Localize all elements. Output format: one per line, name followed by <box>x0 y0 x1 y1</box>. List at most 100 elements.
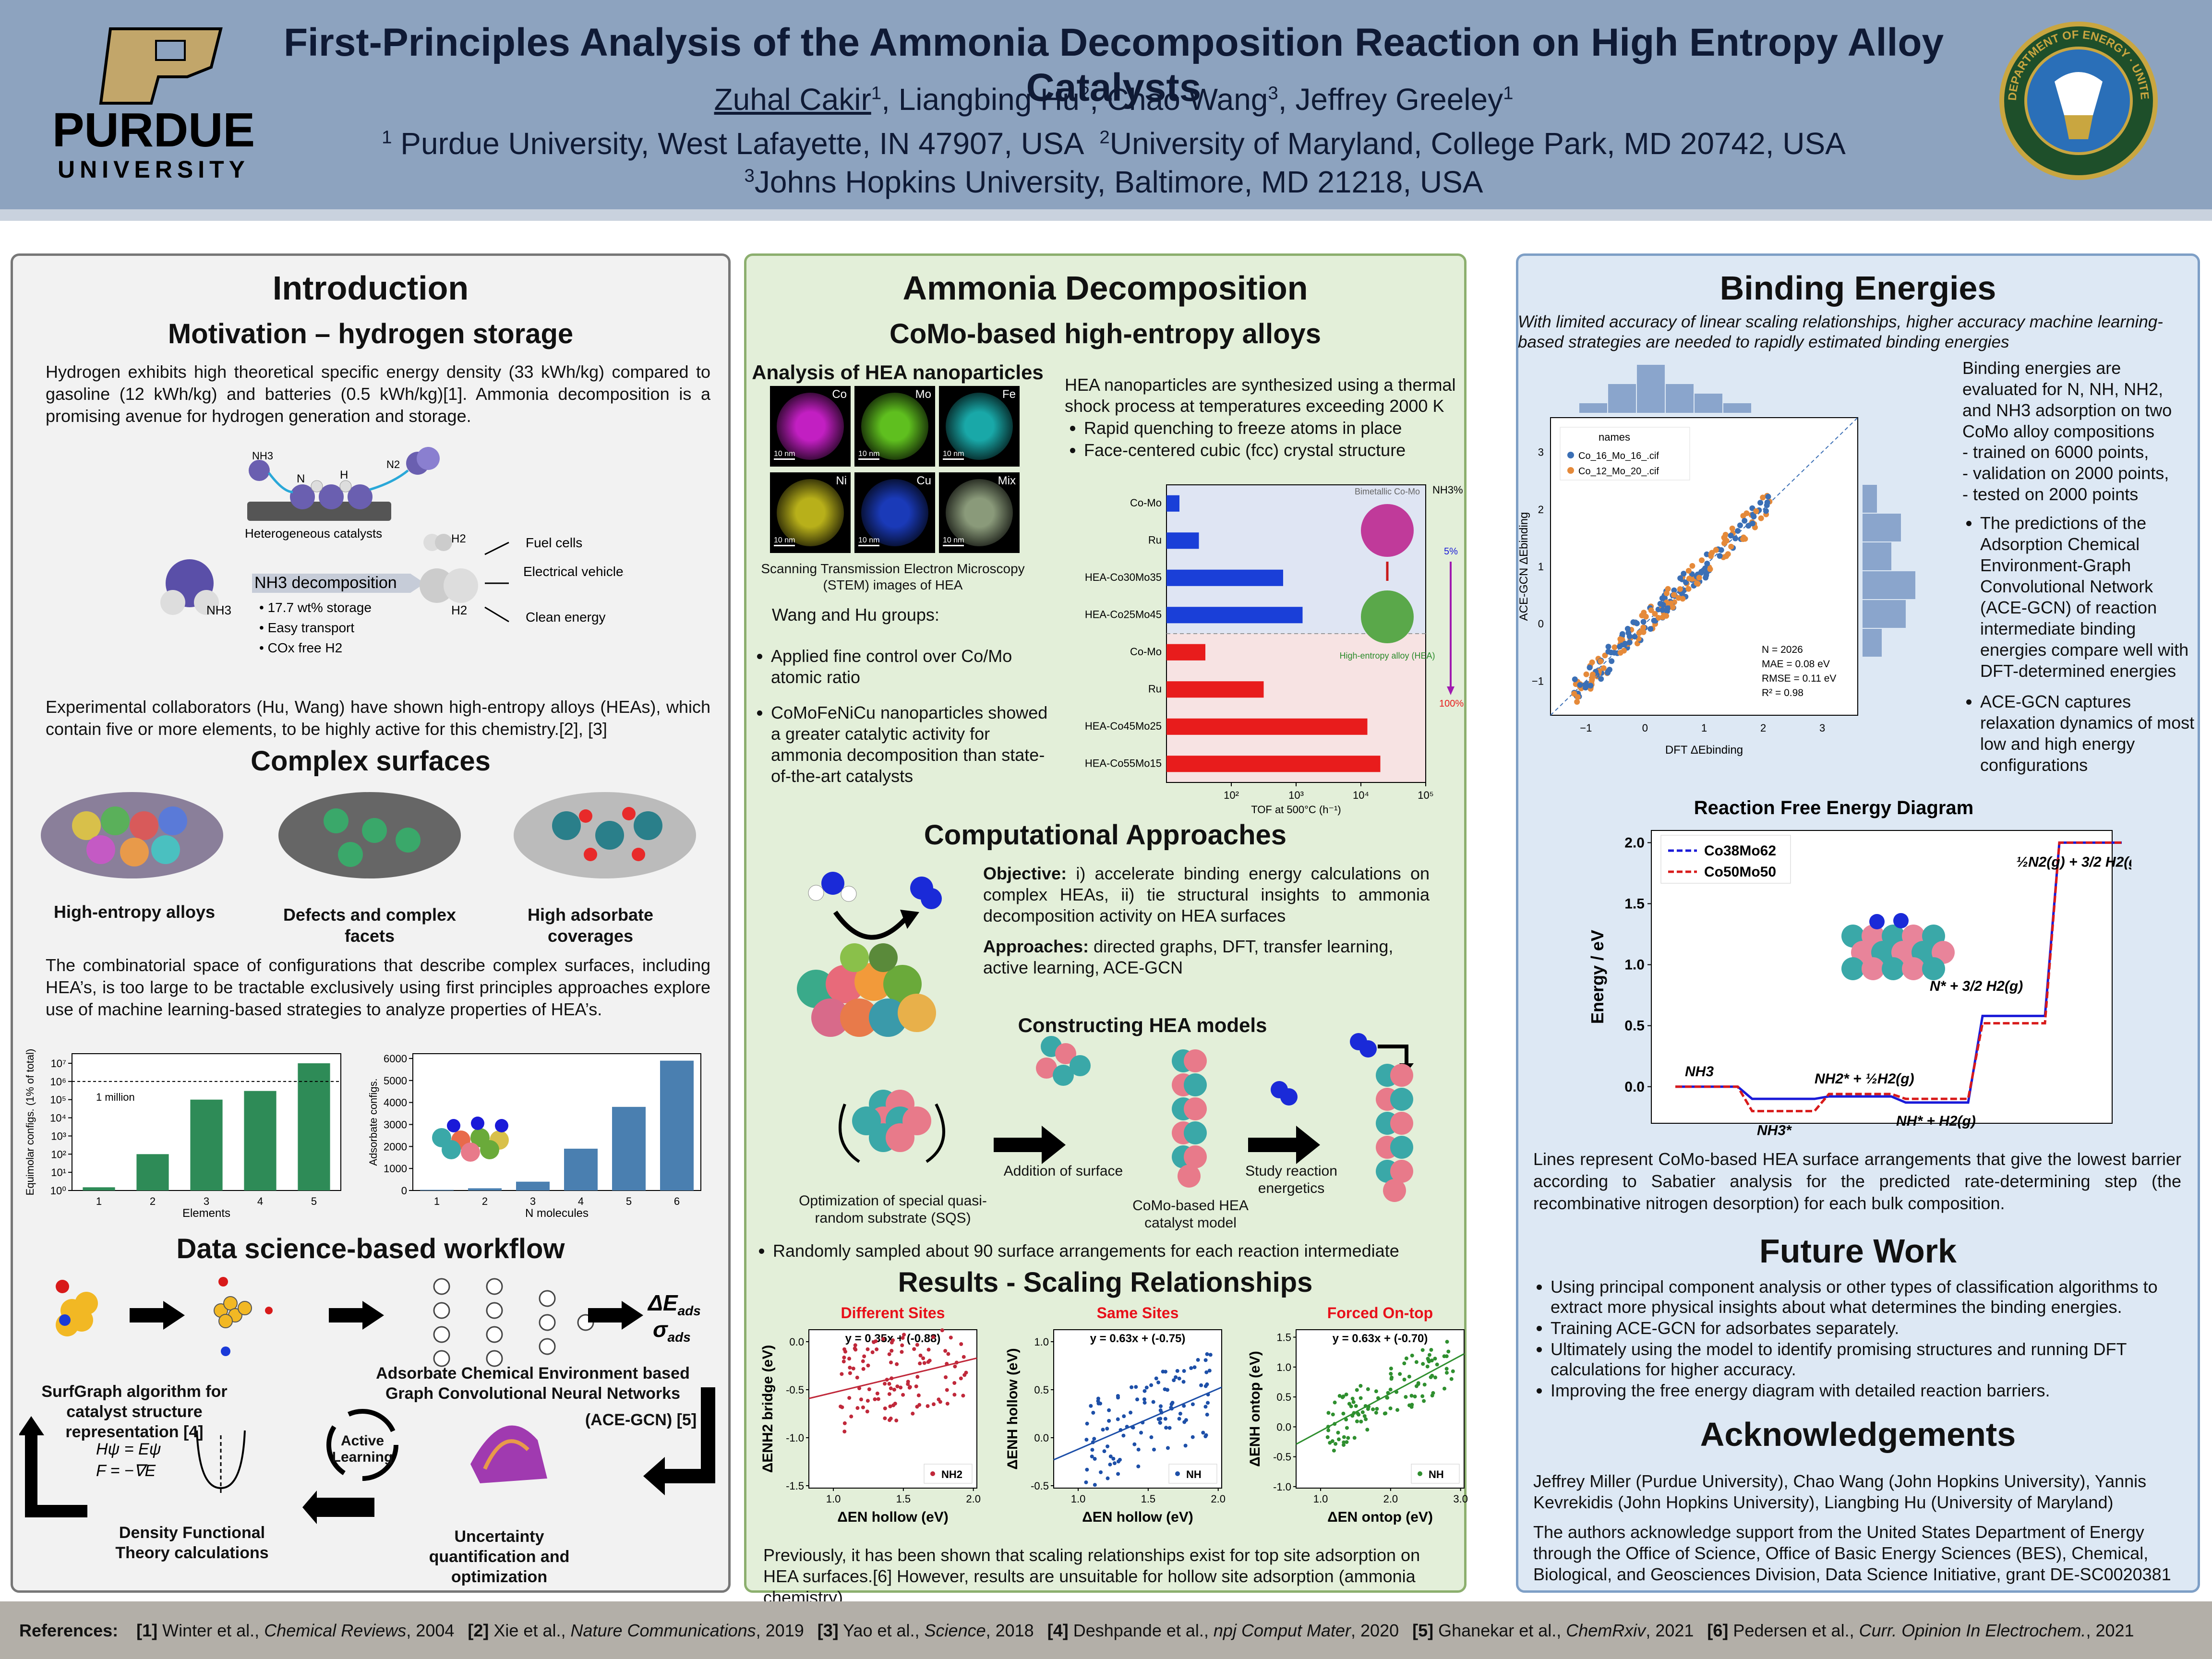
stem-scale-bar: 10 nm <box>943 536 964 546</box>
wf-sigma: σads <box>653 1317 691 1345</box>
data-point <box>1609 658 1615 664</box>
x-tick-label: 10³ <box>1288 789 1304 801</box>
bar <box>468 1188 502 1190</box>
data-point <box>1332 1448 1336 1453</box>
data-point <box>1149 1435 1154 1440</box>
y-tick-label: -0.5 <box>1031 1480 1049 1492</box>
affil-2-mark: 2 <box>1099 127 1110 148</box>
y-histogram-bar <box>1863 600 1906 628</box>
data-point <box>1352 1436 1357 1440</box>
data-point <box>1444 1354 1449 1358</box>
data-point <box>1422 1382 1427 1387</box>
author-3-affil: 3 <box>1268 83 1278 104</box>
data-point <box>1122 1414 1126 1419</box>
data-point <box>1425 1364 1430 1369</box>
author-3: Chao Wang <box>1106 82 1268 117</box>
x-tick-label: 2.0 <box>1211 1493 1226 1505</box>
data-point <box>912 1347 916 1351</box>
data-point <box>915 1343 919 1347</box>
data-point <box>1192 1365 1197 1370</box>
data-point <box>1325 1435 1330 1439</box>
chart-title: Reaction Free Energy Diagram <box>1694 797 1973 818</box>
y-axis-label: Equimolar configs. (1% of total) <box>24 1049 36 1196</box>
y-tick-label: 0.0 <box>1034 1432 1049 1444</box>
data-point <box>1154 1376 1158 1381</box>
data-point <box>1429 1375 1433 1379</box>
data-point <box>1108 1455 1113 1459</box>
data-point <box>1725 551 1731 557</box>
data-point <box>1427 1353 1431 1357</box>
bar <box>1166 532 1199 549</box>
legend-marker <box>930 1471 935 1476</box>
construct-title: Constructing HEA models <box>1018 1014 1267 1036</box>
data-point <box>1435 1362 1439 1367</box>
data-point <box>1698 569 1705 575</box>
x-axis-label: ΔEN ontop (eV) <box>1327 1509 1433 1525</box>
scaling-conclusion: Previously, it has been shown that scali… <box>763 1545 1420 1607</box>
data-point <box>1355 1419 1359 1423</box>
data-point <box>946 1352 950 1356</box>
doe-seal-logo: DEPARTMENT OF ENERGY · UNITED STATES OF … <box>1997 19 2158 180</box>
data-point <box>1102 1449 1106 1454</box>
legend-marker <box>1418 1471 1422 1476</box>
x-tick-label: 1.5 <box>896 1493 911 1505</box>
fig-bullet-1: • 17.7 wt% storage <box>259 600 372 615</box>
data-point <box>848 1371 852 1375</box>
data-point <box>1174 1375 1178 1379</box>
data-point <box>917 1403 922 1407</box>
affil-maryland: University of Maryland, College Park, MD… <box>1109 126 1846 161</box>
inset-adsorbate <box>1893 913 1909 928</box>
author-2-affil: 2 <box>1079 83 1090 104</box>
legend-label: NH <box>1186 1468 1202 1480</box>
data-point <box>937 1397 941 1402</box>
gradient-arrowhead <box>1447 686 1455 695</box>
y-histogram-bar <box>1863 514 1901 541</box>
data-point <box>921 1356 926 1360</box>
y-axis-label: ΔENH2 bridge (eV) <box>760 1345 776 1473</box>
stem-map-label: Ni <box>836 474 847 487</box>
x-tick-label: 10⁴ <box>1353 789 1369 801</box>
data-point <box>1156 1380 1161 1384</box>
category-label: HEA-Co55Mo15 <box>1085 757 1162 769</box>
legend-box <box>1560 427 1690 481</box>
data-point <box>901 1336 905 1340</box>
stem-map-cu: Cu 10 nm <box>854 472 935 553</box>
legend-marker <box>1567 467 1574 474</box>
x-tick-label: 5 <box>626 1195 632 1207</box>
y-tick-label: 10¹ <box>51 1166 66 1178</box>
stat-label: R² = 0.98 <box>1762 687 1803 698</box>
data-point <box>1326 1428 1331 1432</box>
bar <box>136 1154 169 1190</box>
synthesis-bullets: Rapid quenching to freeze atoms in place… <box>1065 418 1468 462</box>
data-point <box>1445 1340 1449 1344</box>
ack-people: Jeffrey Miller (Purdue University), Chao… <box>1533 1471 2147 1512</box>
x-histogram-bar <box>1695 394 1722 413</box>
reference-1: [1] Winter et al., Chemical Reviews, 200… <box>136 1621 455 1640</box>
data-point <box>1622 640 1628 647</box>
data-point <box>1665 586 1671 592</box>
data-point <box>1626 633 1633 639</box>
data-point <box>1336 1437 1341 1442</box>
data-point <box>1664 605 1671 612</box>
category-label: Ru <box>1148 534 1162 546</box>
y-tick-label: 10³ <box>51 1130 66 1142</box>
data-point <box>1205 1352 1209 1356</box>
x-tick-label: −1 <box>1580 722 1592 734</box>
data-point <box>1729 525 1735 531</box>
y-tick-label: 2.0 <box>1624 835 1645 851</box>
data-point <box>959 1342 963 1346</box>
data-point <box>887 1382 891 1386</box>
legend-title: NH3% <box>1432 484 1463 496</box>
x-tick-label: 4 <box>257 1195 263 1207</box>
data-point <box>1134 1385 1138 1389</box>
data-point <box>1182 1420 1187 1424</box>
data-point <box>874 1339 878 1343</box>
motivation-title: Motivation – hydrogen storage <box>168 318 574 349</box>
data-point <box>914 1384 918 1389</box>
data-point <box>1136 1447 1141 1452</box>
data-point <box>1362 1414 1367 1419</box>
stat-label: MAE = 0.08 eV <box>1762 659 1830 670</box>
step-sqs: Optimization of special quasi-random sub… <box>799 1193 987 1226</box>
data-point <box>1764 499 1770 505</box>
x-axis-label: ΔEN hollow (eV) <box>1082 1509 1193 1525</box>
